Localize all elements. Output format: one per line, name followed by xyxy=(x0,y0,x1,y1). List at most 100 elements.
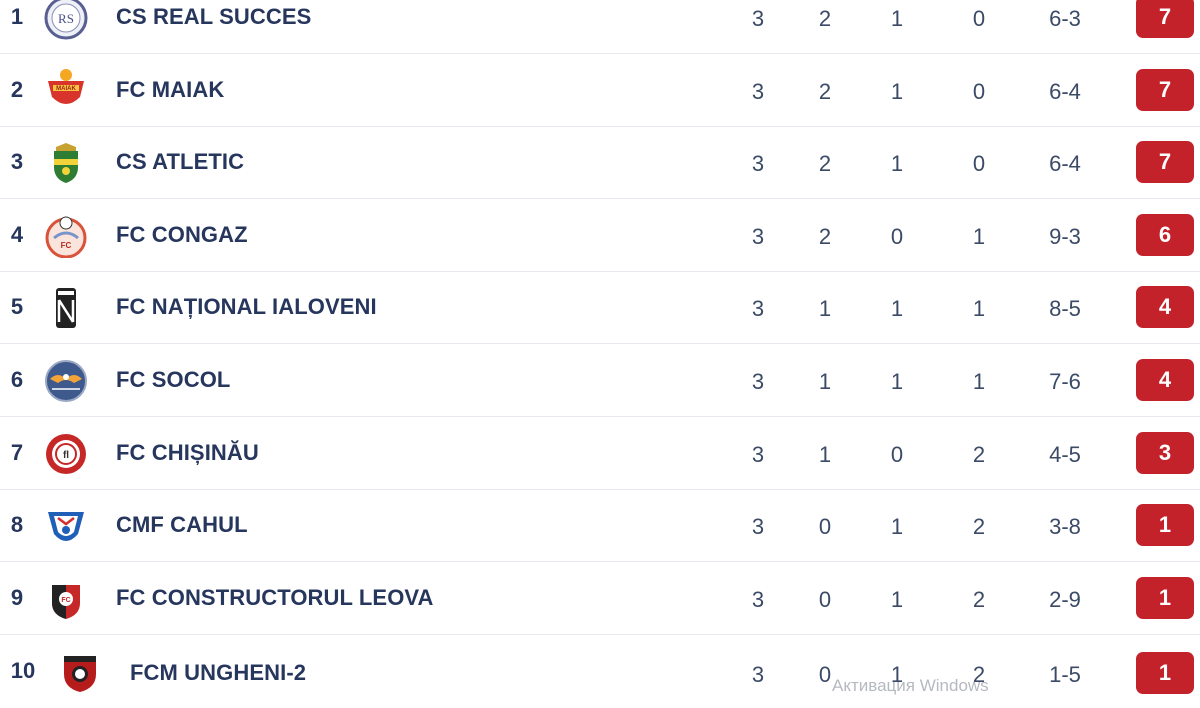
points-badge: 1 xyxy=(1136,652,1194,694)
wins: 0 xyxy=(818,662,832,687)
draws: 0 xyxy=(890,442,904,467)
played: 3 xyxy=(751,79,765,104)
draws: 0 xyxy=(890,224,904,249)
table-row[interactable]: 10 FCM UNGHENI-2 3 0 1 2 1-5 1 xyxy=(0,636,1200,708)
played: 3 xyxy=(751,442,765,467)
points-badge: 3 xyxy=(1136,432,1194,474)
losses: 2 xyxy=(972,514,986,539)
cahul-crest-icon xyxy=(44,504,88,548)
points-badge: 7 xyxy=(1136,141,1194,183)
losses: 0 xyxy=(972,79,986,104)
goals: 2-9 xyxy=(1049,587,1081,612)
wins: 1 xyxy=(818,442,832,467)
draws: 1 xyxy=(890,151,904,176)
wins: 1 xyxy=(818,296,832,321)
svg-text:FC: FC xyxy=(61,597,70,604)
goals: 4-5 xyxy=(1049,442,1081,467)
draws: 1 xyxy=(890,662,904,687)
points-badge: 4 xyxy=(1136,359,1194,401)
losses: 2 xyxy=(972,442,986,467)
played: 3 xyxy=(751,369,765,394)
table-row[interactable]: 4 FC FC CONGAZ 3 2 0 1 9-3 6 xyxy=(0,200,1200,272)
points-badge: 1 xyxy=(1136,504,1194,546)
table-row[interactable]: 3 CS ATLETIC 3 2 1 0 6-4 7 xyxy=(0,127,1200,199)
played: 3 xyxy=(751,296,765,321)
draws: 1 xyxy=(890,79,904,104)
rank: 6 xyxy=(10,367,24,392)
losses: 2 xyxy=(972,587,986,612)
played: 3 xyxy=(751,662,765,687)
chisinau-crest-icon: fl xyxy=(44,432,88,476)
losses: 0 xyxy=(972,6,986,31)
table-row[interactable]: 6 FC SOCOL 3 1 1 1 7-6 4 xyxy=(0,345,1200,417)
maiak-crest-icon: MAIAK xyxy=(44,67,88,111)
svg-text:fl: fl xyxy=(63,450,69,461)
rank: 8 xyxy=(10,512,24,537)
points-badge: 4 xyxy=(1136,286,1194,328)
goals: 9-3 xyxy=(1049,224,1081,249)
losses: 1 xyxy=(972,369,986,394)
team-name[interactable]: FC NAȚIONAL IALOVENI xyxy=(116,294,377,319)
goals: 6-4 xyxy=(1049,79,1081,104)
team-name[interactable]: FC SOCOL xyxy=(116,367,231,392)
team-name[interactable]: CMF CAHUL xyxy=(116,512,248,537)
goals: 7-6 xyxy=(1049,369,1081,394)
rank: 4 xyxy=(10,222,24,247)
team-name[interactable]: CS REAL SUCCES xyxy=(116,4,312,29)
points-badge: 1 xyxy=(1136,577,1194,619)
wins: 2 xyxy=(818,79,832,104)
table-row[interactable]: 8 CMF CAHUL 3 0 1 2 3-8 1 xyxy=(0,490,1200,562)
table-row[interactable]: 9 FC FC CONSTRUCTORUL LEOVA 3 0 1 2 2-9 … xyxy=(0,563,1200,635)
draws: 1 xyxy=(890,514,904,539)
team-name[interactable]: FC CHIȘINĂU xyxy=(116,440,259,465)
table-row[interactable]: 5 FC NAȚIONAL IALOVENI 3 1 1 1 8-5 4 xyxy=(0,272,1200,344)
table-row[interactable]: 2 MAIAK FC MAIAK 3 2 1 0 6-4 7 xyxy=(0,55,1200,127)
constructorul-leova-crest-icon: FC xyxy=(44,577,88,621)
team-name[interactable]: FC CONGAZ xyxy=(116,222,248,247)
losses: 1 xyxy=(972,296,986,321)
rank: 9 xyxy=(10,585,24,610)
table-row[interactable]: 1 RS CS REAL SUCCES 3 2 1 0 6-3 7 xyxy=(0,0,1200,54)
played: 3 xyxy=(751,151,765,176)
rank: 2 xyxy=(10,77,24,102)
goals: 3-8 xyxy=(1049,514,1081,539)
real-succes-crest-icon: RS xyxy=(44,0,88,40)
svg-text:FC: FC xyxy=(61,241,72,250)
points-badge: 6 xyxy=(1136,214,1194,256)
played: 3 xyxy=(751,514,765,539)
rank: 5 xyxy=(10,294,24,319)
rank: 3 xyxy=(10,149,24,174)
wins: 0 xyxy=(818,587,832,612)
table-row[interactable]: 7 fl FC CHIȘINĂU 3 1 0 2 4-5 3 xyxy=(0,418,1200,490)
wins: 1 xyxy=(818,369,832,394)
points-badge: 7 xyxy=(1136,0,1194,38)
team-name[interactable]: FC MAIAK xyxy=(116,77,225,102)
played: 3 xyxy=(751,224,765,249)
atletic-crest-icon xyxy=(44,141,88,185)
draws: 1 xyxy=(890,296,904,321)
goals: 6-3 xyxy=(1049,6,1081,31)
draws: 1 xyxy=(890,369,904,394)
rank: 7 xyxy=(10,440,24,465)
goals: 1-5 xyxy=(1049,662,1081,687)
rank: 1 xyxy=(10,4,24,29)
goals: 8-5 xyxy=(1049,296,1081,321)
team-name[interactable]: FCM UNGHENI-2 xyxy=(130,660,307,685)
congaz-crest-icon: FC xyxy=(44,214,88,258)
played: 3 xyxy=(751,587,765,612)
wins: 0 xyxy=(818,514,832,539)
svg-text:RS: RS xyxy=(58,11,74,26)
wins: 2 xyxy=(818,151,832,176)
socol-crest-icon xyxy=(44,359,88,403)
team-name[interactable]: CS ATLETIC xyxy=(116,149,245,174)
team-name[interactable]: FC CONSTRUCTORUL LEOVA xyxy=(116,585,434,610)
played: 3 xyxy=(751,6,765,31)
losses: 2 xyxy=(972,662,986,687)
draws: 1 xyxy=(890,6,904,31)
draws: 1 xyxy=(890,587,904,612)
wins: 2 xyxy=(818,224,832,249)
losses: 1 xyxy=(972,224,986,249)
national-ialoveni-crest-icon xyxy=(44,286,88,330)
windows-activation-watermark: Активация Windows xyxy=(832,676,989,695)
svg-text:MAIAK: MAIAK xyxy=(56,86,76,92)
